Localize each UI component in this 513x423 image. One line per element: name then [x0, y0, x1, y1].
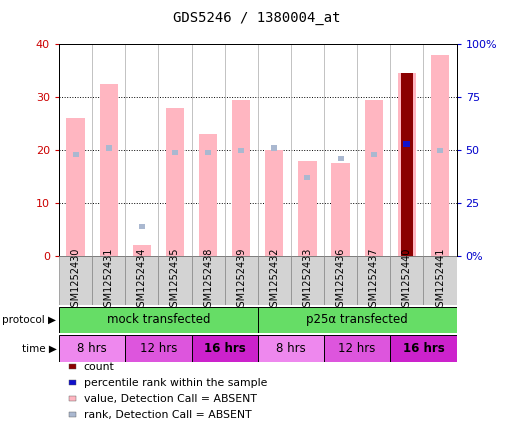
Bar	[437, 148, 443, 153]
Text: GSM1252430: GSM1252430	[71, 247, 81, 313]
Bar	[324, 335, 390, 362]
Text: 12 hrs: 12 hrs	[339, 342, 376, 355]
Bar	[59, 256, 92, 305]
Text: value, Detection Call = ABSENT: value, Detection Call = ABSENT	[84, 394, 256, 404]
Bar	[232, 100, 250, 256]
Bar	[125, 335, 191, 362]
Bar	[125, 256, 159, 305]
Text: percentile rank within the sample: percentile rank within the sample	[84, 378, 267, 387]
Bar	[390, 256, 423, 305]
Text: GSM1252436: GSM1252436	[336, 247, 346, 313]
Text: GSM1252434: GSM1252434	[137, 247, 147, 313]
Bar	[205, 150, 211, 155]
Text: protocol ▶: protocol ▶	[3, 315, 56, 325]
Bar	[92, 256, 125, 305]
Bar	[357, 256, 390, 305]
Bar	[72, 152, 78, 157]
Text: GSM1252438: GSM1252438	[203, 247, 213, 313]
Bar	[172, 150, 178, 155]
Text: GSM1252437: GSM1252437	[369, 247, 379, 313]
Bar	[258, 335, 324, 362]
Bar	[271, 146, 278, 151]
Bar	[106, 146, 112, 151]
Text: rank, Detection Call = ABSENT: rank, Detection Call = ABSENT	[84, 410, 251, 420]
Text: 16 hrs: 16 hrs	[204, 342, 246, 355]
Text: GSM1252440: GSM1252440	[402, 247, 412, 313]
Text: count: count	[84, 362, 114, 371]
Bar	[331, 163, 350, 256]
Text: 16 hrs: 16 hrs	[403, 342, 444, 355]
Bar	[403, 141, 410, 147]
Bar	[265, 150, 284, 256]
Text: GSM1252441: GSM1252441	[435, 247, 445, 313]
Bar	[365, 100, 383, 256]
Bar	[299, 161, 317, 256]
Text: 12 hrs: 12 hrs	[140, 342, 177, 355]
Text: p25α transfected: p25α transfected	[306, 313, 408, 327]
Bar	[67, 118, 85, 256]
Text: GSM1252433: GSM1252433	[303, 247, 312, 313]
Bar	[191, 256, 225, 305]
Bar	[258, 307, 457, 333]
Bar	[390, 335, 457, 362]
Text: GSM1252435: GSM1252435	[170, 247, 180, 313]
Bar	[401, 74, 413, 256]
Text: GSM1252431: GSM1252431	[104, 247, 114, 313]
Bar	[139, 224, 145, 229]
Bar	[423, 256, 457, 305]
Text: GSM1252439: GSM1252439	[236, 247, 246, 313]
Bar	[398, 74, 416, 256]
Bar	[199, 135, 217, 256]
Bar	[371, 152, 377, 157]
Bar	[166, 108, 184, 256]
Bar	[305, 175, 310, 180]
Bar	[324, 256, 357, 305]
Bar	[238, 148, 244, 153]
Bar	[338, 156, 344, 161]
Text: 8 hrs: 8 hrs	[77, 342, 107, 355]
Text: GDS5246 / 1380004_at: GDS5246 / 1380004_at	[173, 11, 340, 25]
Text: 8 hrs: 8 hrs	[276, 342, 306, 355]
Bar	[100, 84, 118, 256]
Text: GSM1252432: GSM1252432	[269, 247, 280, 313]
Bar	[159, 256, 191, 305]
Bar	[59, 307, 258, 333]
Text: time ▶: time ▶	[22, 344, 56, 354]
Bar	[133, 245, 151, 256]
Text: mock transfected: mock transfected	[107, 313, 210, 327]
Bar	[191, 335, 258, 362]
Bar	[258, 256, 291, 305]
Bar	[225, 256, 258, 305]
Bar	[291, 256, 324, 305]
Bar	[431, 55, 449, 256]
Bar	[59, 335, 125, 362]
